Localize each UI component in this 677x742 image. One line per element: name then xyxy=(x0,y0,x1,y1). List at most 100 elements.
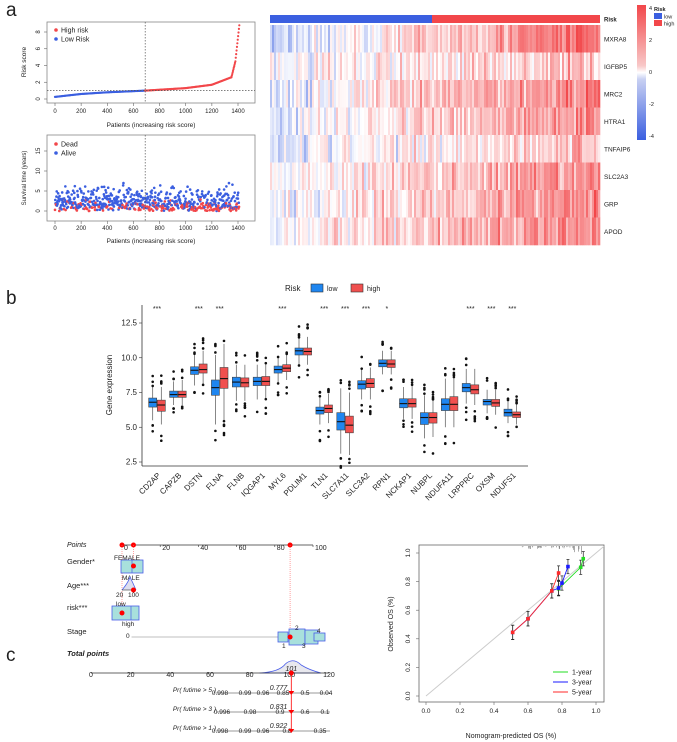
heatmap-cell xyxy=(422,25,425,53)
heatmap-cell xyxy=(404,135,407,163)
box-low xyxy=(420,412,429,425)
heatmap-cell xyxy=(588,135,591,163)
heatmap-cell xyxy=(428,190,431,218)
heatmap-cell xyxy=(416,190,419,218)
heatmap-cell xyxy=(494,162,497,191)
heatmap-cell xyxy=(476,107,479,136)
heatmap-cell xyxy=(466,52,469,81)
box-outlier xyxy=(201,392,205,395)
heatmap-cell xyxy=(522,80,525,108)
heatmap-cell xyxy=(582,135,585,163)
heatmap-cell xyxy=(598,135,601,163)
heatmap-cell xyxy=(598,80,601,108)
heatmap-cell xyxy=(436,25,439,53)
heatmap-cell xyxy=(582,80,585,108)
heatmap-cell xyxy=(562,135,565,163)
heatmap-cell xyxy=(368,135,371,163)
heatmap-cell xyxy=(370,52,373,81)
heatmap-cell xyxy=(274,52,277,81)
heatmap-cell xyxy=(342,217,345,246)
heatmap-cell xyxy=(386,217,389,246)
alive-point xyxy=(150,189,154,192)
heatmap-cell xyxy=(276,52,279,81)
risk-score-point xyxy=(236,42,239,45)
y-tick-label: 5 xyxy=(36,189,42,193)
heatmap-cell xyxy=(586,135,589,163)
heatmap-cell xyxy=(454,190,457,218)
heatmap-cell xyxy=(450,52,453,81)
box-outlier xyxy=(381,389,384,393)
box-high xyxy=(407,398,417,408)
heatmap-cell xyxy=(288,162,291,191)
heatmap-cell xyxy=(556,135,559,163)
heatmap-cell xyxy=(580,190,583,218)
heatmap-cell xyxy=(486,25,489,53)
alive-point xyxy=(206,192,210,195)
heatmap-cell xyxy=(332,190,335,218)
nomogram: Points 0 20 40 60 80 100Gender*Age***risk***St… xyxy=(67,542,335,735)
alive-point xyxy=(152,186,156,190)
heatmap-cell xyxy=(320,25,323,53)
heatmap-cell xyxy=(512,80,515,108)
heatmap-cell xyxy=(524,190,527,218)
heatmap-cell xyxy=(452,52,455,81)
heatmap-cell xyxy=(304,80,307,108)
alive-point xyxy=(73,184,77,188)
heatmap-cell xyxy=(286,162,289,191)
alive-point xyxy=(145,192,149,196)
alive-point xyxy=(137,192,141,196)
heatmap-cell xyxy=(468,190,471,218)
heatmap-cell xyxy=(278,52,281,81)
heatmap-cell xyxy=(504,52,507,81)
heatmap-cell xyxy=(276,190,279,218)
heatmap-cell xyxy=(444,52,447,81)
box-outlier xyxy=(151,384,154,388)
heatmap-cell xyxy=(340,52,343,81)
legend-swatch-low xyxy=(310,283,324,293)
heatmap-cell xyxy=(402,52,405,81)
total-points-tick-label: 120 xyxy=(323,672,335,679)
alive-point xyxy=(72,206,75,210)
box-outlier xyxy=(297,336,301,339)
alive-point xyxy=(193,201,196,204)
heatmap-cell xyxy=(280,52,283,81)
gene-tick-label: SLC3A2 xyxy=(344,471,372,499)
heatmap-cell xyxy=(340,80,343,108)
heatmap-cell xyxy=(436,190,439,218)
heatmap-cell xyxy=(428,80,431,108)
heatmap-cell xyxy=(526,162,529,191)
heatmap-cell xyxy=(514,135,517,163)
heatmap-cell xyxy=(398,135,401,163)
heatmap-cell xyxy=(384,107,387,136)
box-outlier xyxy=(318,390,322,394)
heatmap-cell xyxy=(426,52,429,81)
probability-marker xyxy=(288,729,295,733)
heatmap-cell xyxy=(294,162,297,191)
heatmap-cell xyxy=(598,217,601,246)
heatmap-cell xyxy=(284,190,287,218)
heatmap-cell xyxy=(512,52,515,81)
alive-point xyxy=(150,191,153,195)
heatmap-cell xyxy=(408,107,411,136)
alive-point xyxy=(236,193,239,197)
heatmap-cell xyxy=(594,80,597,108)
heatmap-cell xyxy=(318,52,321,81)
dead-point xyxy=(162,206,165,210)
heatmap-cell xyxy=(330,80,333,108)
dead-point xyxy=(87,209,91,213)
heatmap-cell xyxy=(466,162,469,191)
heatmap-cell xyxy=(394,80,397,108)
dead-point xyxy=(88,200,92,203)
heatmap-cell xyxy=(536,135,539,163)
alive-point xyxy=(123,200,127,203)
box-outlier xyxy=(464,357,468,360)
dead-point xyxy=(201,201,205,205)
heatmap-cell xyxy=(390,217,393,246)
heatmap-cell xyxy=(332,25,335,53)
stage-level-1: 1 xyxy=(282,643,286,650)
heatmap-cell xyxy=(456,135,459,163)
box-outlier xyxy=(431,452,435,455)
x-tick-label: 0 xyxy=(53,109,57,115)
heatmap-cell xyxy=(282,135,285,163)
heatmap-cell xyxy=(354,80,357,108)
